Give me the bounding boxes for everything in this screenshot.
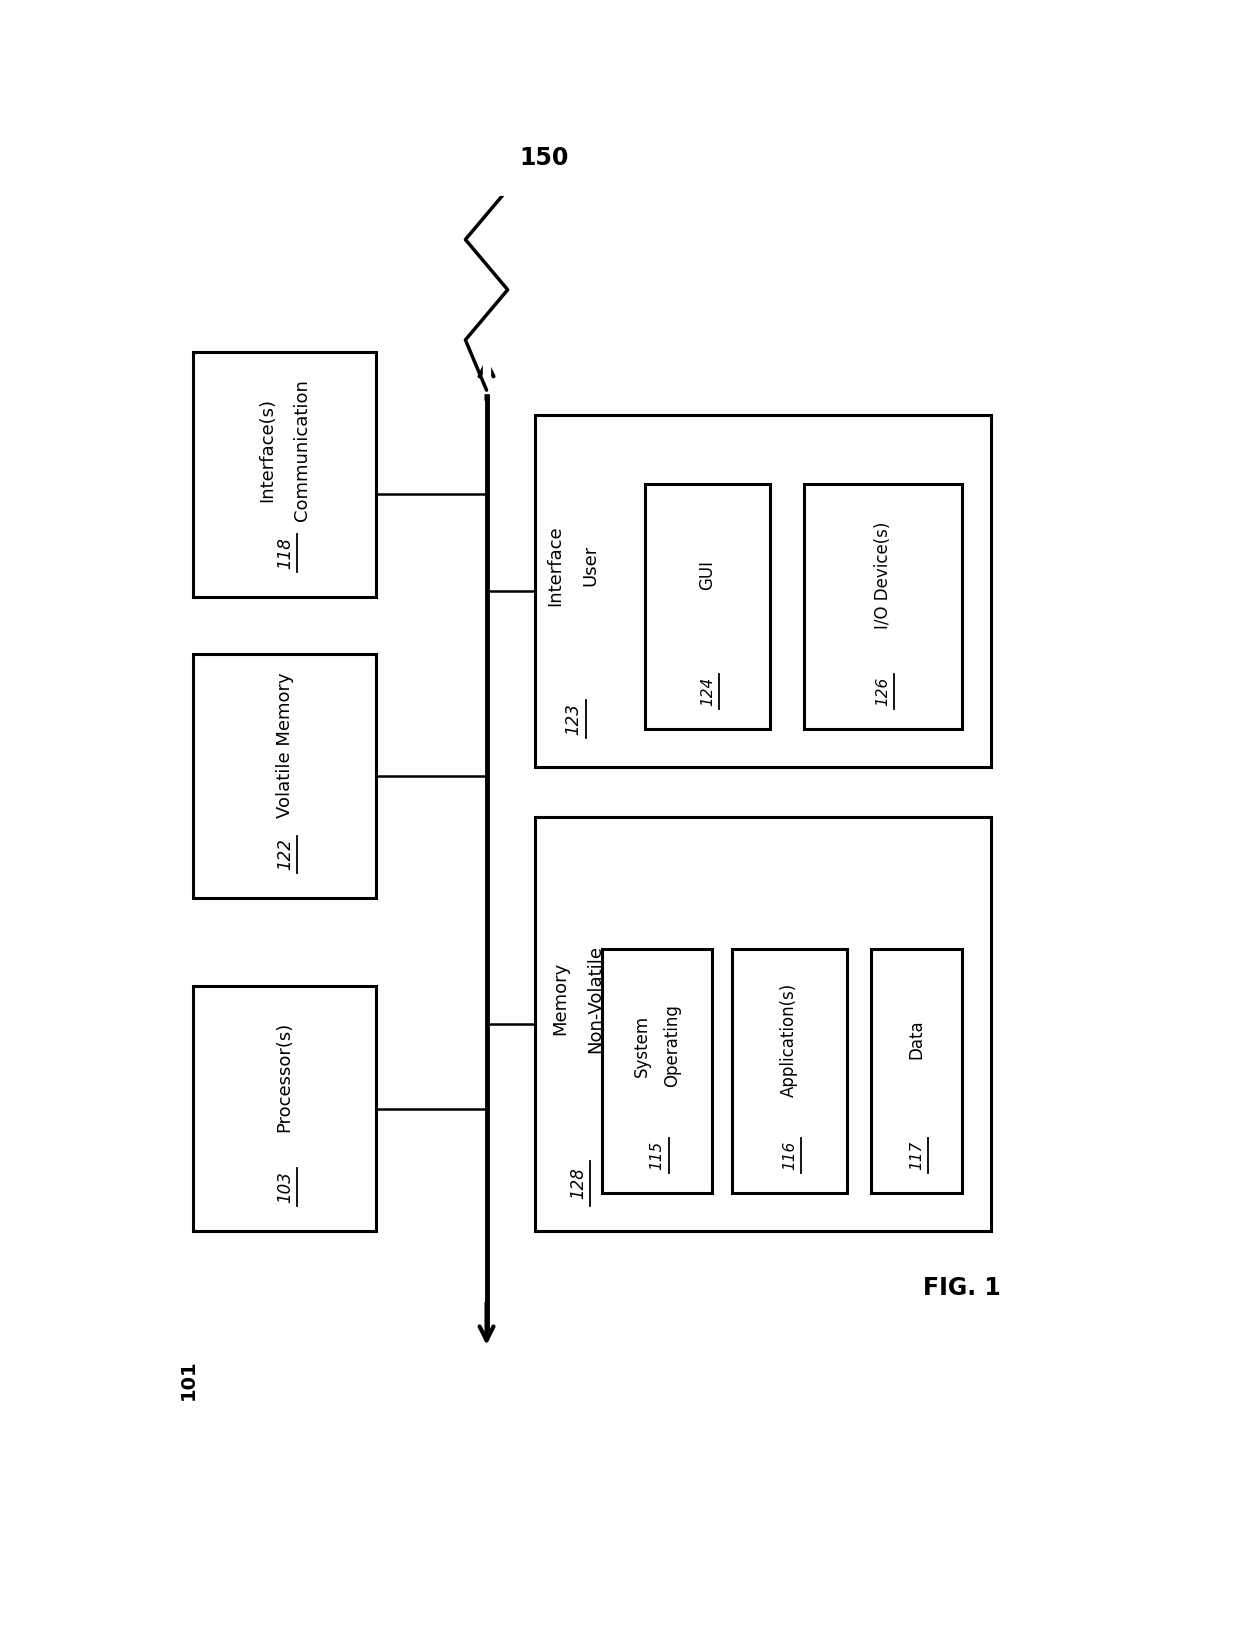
Text: I/O Device(s): I/O Device(s) bbox=[874, 522, 892, 629]
Text: 150: 150 bbox=[520, 147, 569, 171]
Text: FIG. 1: FIG. 1 bbox=[924, 1276, 1001, 1301]
Text: 117: 117 bbox=[909, 1141, 924, 1170]
Text: 118: 118 bbox=[275, 538, 294, 569]
Text: User: User bbox=[582, 544, 599, 587]
Text: 115: 115 bbox=[650, 1141, 665, 1170]
Text: Application(s): Application(s) bbox=[780, 983, 799, 1097]
Text: 116: 116 bbox=[781, 1141, 797, 1170]
Text: Data: Data bbox=[908, 1020, 925, 1060]
Bar bbox=[534, 817, 991, 1231]
Bar bbox=[534, 416, 991, 766]
Text: 123: 123 bbox=[564, 703, 582, 735]
Text: Volatile Memory: Volatile Memory bbox=[275, 672, 294, 818]
Bar bbox=[645, 484, 770, 729]
Text: Interface(s): Interface(s) bbox=[258, 398, 277, 502]
Text: Communication: Communication bbox=[293, 378, 311, 520]
Text: 103: 103 bbox=[275, 1172, 294, 1203]
Text: Processor(s): Processor(s) bbox=[275, 1022, 294, 1133]
Text: 124: 124 bbox=[701, 676, 715, 706]
Text: 122: 122 bbox=[275, 838, 294, 870]
Text: GUI: GUI bbox=[698, 561, 717, 590]
Text: Interface: Interface bbox=[547, 525, 564, 606]
Bar bbox=[193, 986, 376, 1231]
Bar bbox=[732, 949, 847, 1193]
Bar bbox=[601, 949, 713, 1193]
Text: 101: 101 bbox=[179, 1359, 198, 1400]
Text: Memory: Memory bbox=[552, 962, 569, 1035]
Bar bbox=[870, 949, 962, 1193]
Text: 128: 128 bbox=[569, 1167, 587, 1200]
Text: Operating: Operating bbox=[663, 1004, 682, 1087]
Text: Non-Volatile: Non-Volatile bbox=[587, 945, 604, 1053]
Text: System: System bbox=[632, 1015, 651, 1077]
Bar bbox=[193, 654, 376, 898]
Bar bbox=[193, 352, 376, 597]
Bar bbox=[804, 484, 962, 729]
Text: 126: 126 bbox=[875, 676, 890, 706]
